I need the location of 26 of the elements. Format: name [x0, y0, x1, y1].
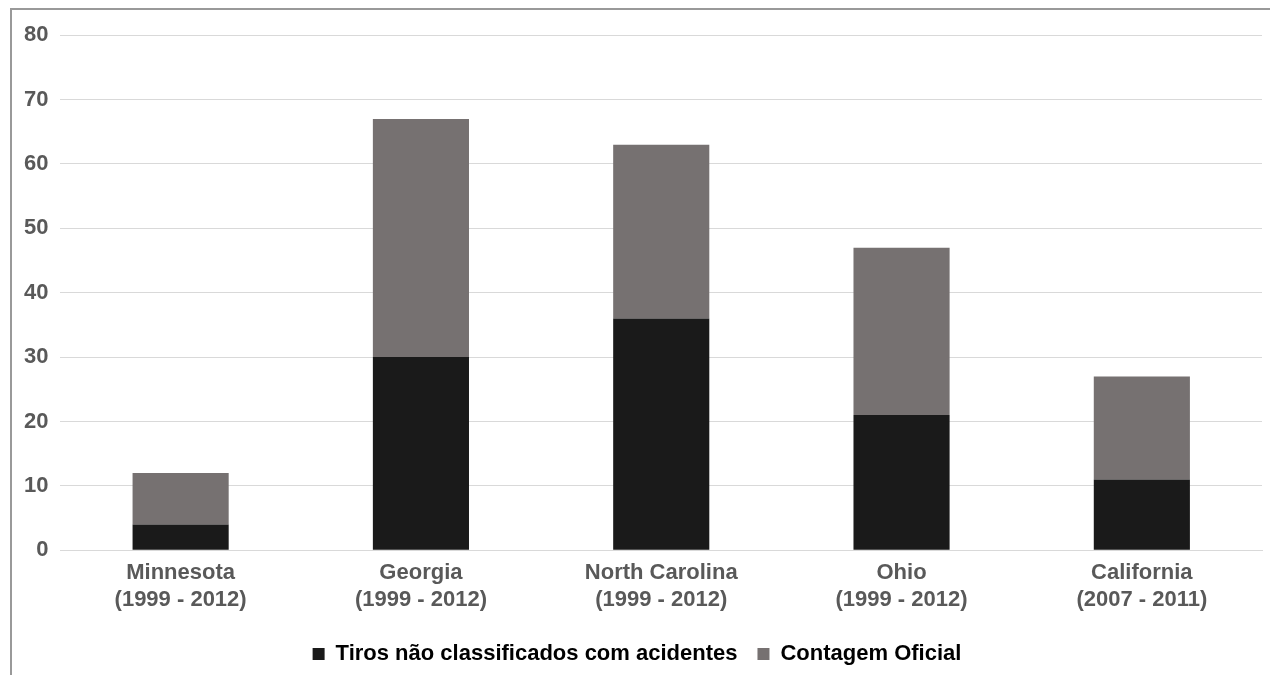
legend-label: Tiros não classificados com acidentes — [335, 640, 738, 666]
x-tick-label: Minnesota (1999 - 2012) — [114, 559, 247, 611]
x-tick-label: North Carolina (1999 - 2012) — [584, 559, 739, 611]
bar — [853, 247, 950, 416]
bar — [132, 524, 229, 550]
y-tick-label: 80 — [23, 21, 49, 47]
bar — [372, 118, 469, 358]
y-tick-label: 40 — [23, 278, 49, 304]
bar — [1093, 376, 1190, 480]
bar — [853, 415, 950, 550]
bar — [613, 144, 710, 319]
y-tick-label: 20 — [23, 407, 49, 433]
bar — [1093, 479, 1190, 550]
y-tick-label: 50 — [23, 214, 49, 240]
bar — [132, 472, 229, 525]
legend-label: Contagem Oficial — [780, 640, 962, 666]
bar — [372, 357, 469, 550]
x-tick-label: California (2007 - 2011) — [1076, 559, 1208, 611]
y-tick-label: 0 — [36, 536, 49, 562]
y-tick-label: 30 — [23, 343, 49, 369]
bar — [613, 318, 710, 550]
x-tick-label: Ohio (1999 - 2012) — [835, 559, 968, 611]
y-tick-label: 10 — [23, 471, 49, 497]
y-tick-label: 60 — [23, 150, 49, 176]
x-tick-label: Georgia (1999 - 2012) — [354, 559, 487, 611]
y-tick-label: 70 — [23, 85, 49, 111]
